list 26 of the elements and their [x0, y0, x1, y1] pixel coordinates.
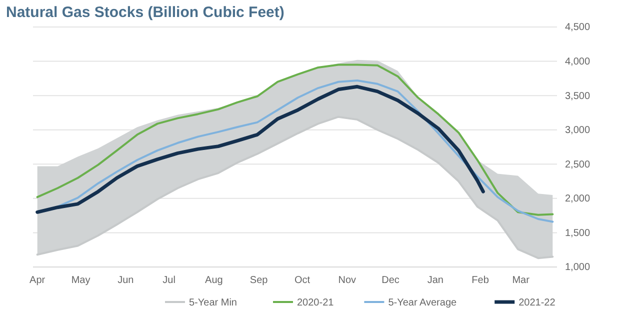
- x-tick-label: Jun: [118, 275, 134, 286]
- y-tick-label: 1,500: [565, 228, 590, 239]
- legend-label: 5-Year Average: [388, 298, 458, 308]
- x-tick-label: Apr: [30, 275, 46, 286]
- x-tick-label: Jul: [162, 275, 176, 286]
- legend-label: 2020-21: [297, 298, 334, 308]
- x-tick-label: Sep: [250, 275, 268, 286]
- x-tick-label: Mar: [512, 275, 530, 286]
- y-tick-label: 2,000: [565, 194, 590, 205]
- x-tick-label: May: [71, 275, 90, 286]
- y-tick-label: 4,000: [565, 56, 590, 68]
- legend-label: 2021-22: [518, 298, 556, 308]
- x-tick-label: Dec: [382, 275, 400, 286]
- x-tick-label: Nov: [338, 275, 356, 286]
- x-tick-label: Feb: [472, 275, 490, 286]
- y-tick-label: 3,500: [565, 90, 590, 102]
- x-tick-label: Jan: [427, 275, 444, 286]
- y-tick-label: 4,500: [565, 22, 590, 34]
- y-tick-label: 2,500: [565, 159, 590, 170]
- y-tick-label: 3,000: [565, 125, 590, 136]
- chart-title: Natural Gas Stocks (Billion Cubic Feet): [6, 4, 284, 21]
- line-series: [36, 84, 485, 214]
- y-tick-label: 1,000: [565, 262, 590, 274]
- x-tick-label: Aug: [205, 275, 223, 286]
- legend-label: 5-Year Min: [189, 298, 237, 308]
- x-tick-label: Oct: [294, 275, 310, 286]
